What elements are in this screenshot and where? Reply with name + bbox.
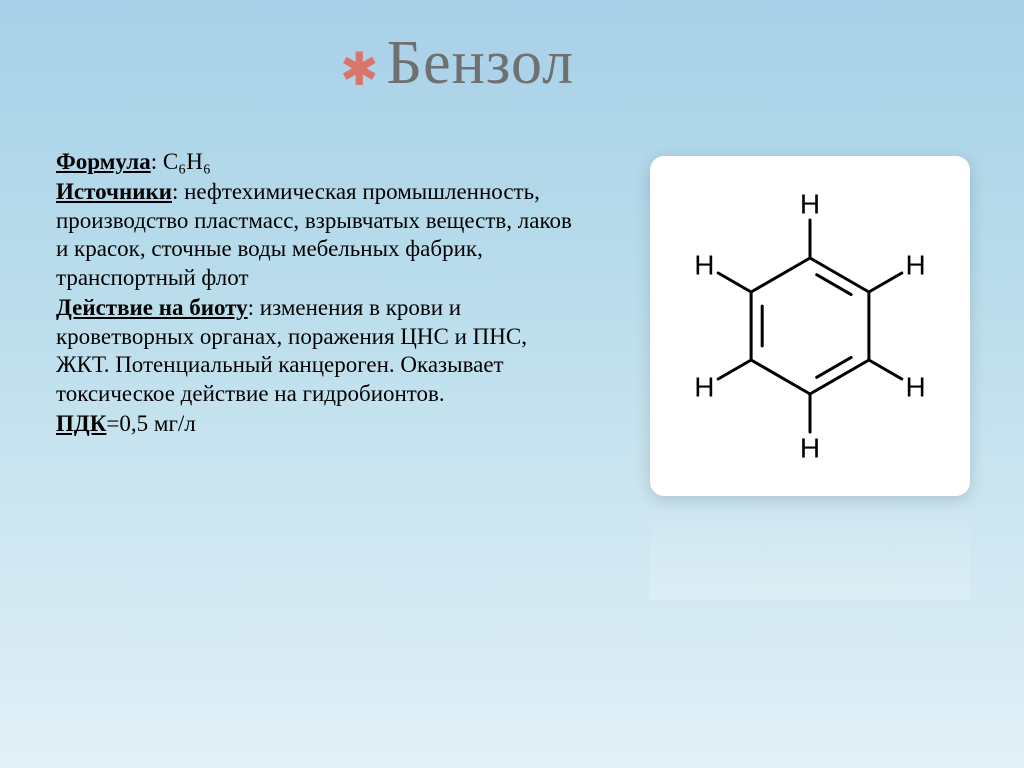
svg-text:H: H xyxy=(694,372,714,403)
title-text: Бензол xyxy=(387,28,575,99)
pdk-label: ПДК xyxy=(56,411,106,436)
pdk-value: 0,5 мг/л xyxy=(119,411,195,436)
card-reflection xyxy=(650,500,970,600)
pdk-row: ПДК=0,5 мг/л xyxy=(56,410,586,439)
effect-label: Действие на биоту xyxy=(56,295,248,320)
effect-row: Действие на биоту: изменения в крови и к… xyxy=(56,294,586,409)
svg-text:H: H xyxy=(694,250,714,281)
asterisk-icon: ✱ xyxy=(340,42,379,96)
molecule-diagram-card: H H H H H H xyxy=(650,156,970,496)
equals: = xyxy=(106,411,119,436)
formula-value: С₆Н₆ xyxy=(163,149,211,174)
svg-text:H: H xyxy=(906,250,926,281)
svg-text:H: H xyxy=(800,189,820,220)
svg-text:H: H xyxy=(906,372,926,403)
colon: : xyxy=(151,149,163,174)
formula-row: Формула: С₆Н₆ xyxy=(56,148,586,177)
svg-text:H: H xyxy=(800,433,820,464)
colon: : xyxy=(248,295,260,320)
formula-label: Формула xyxy=(56,149,151,174)
text-content: Формула: С₆Н₆ Источники: нефтехимическая… xyxy=(56,148,586,440)
sources-row: Источники: нефтехимическая промышленност… xyxy=(56,178,586,293)
slide-title: ✱ Бензол xyxy=(340,28,574,99)
sources-label: Источники xyxy=(56,179,172,204)
benzene-structure-diagram: H H H H H H xyxy=(650,156,970,496)
colon: : xyxy=(172,179,184,204)
